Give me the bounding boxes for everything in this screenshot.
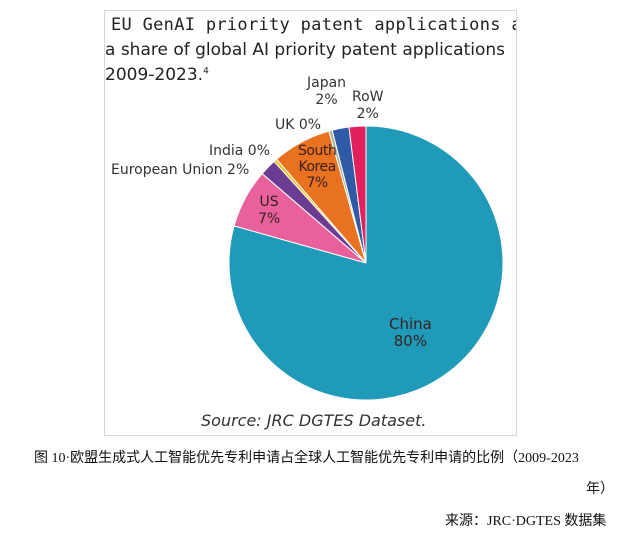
label-us-name: US bbox=[259, 194, 279, 210]
label-japan-name: Japan bbox=[307, 75, 347, 91]
label-us: US 7% bbox=[258, 194, 280, 228]
figure-source: 来源：JRC·DGTES 数据集 bbox=[445, 514, 607, 529]
label-us-value: 7% bbox=[258, 211, 281, 227]
label-sk-line1: South bbox=[298, 143, 337, 159]
label-row: RoW 2% bbox=[352, 89, 384, 123]
title-footnote: 4 bbox=[203, 66, 209, 77]
label-india: India 0% bbox=[209, 143, 271, 159]
chart-title-line1: EU GenAI priority patent applications as bbox=[111, 15, 517, 35]
chart-title-line3: 2009-2023.4 bbox=[105, 65, 209, 85]
label-sk-value: 7% bbox=[306, 175, 328, 191]
chart-figure: EU GenAI priority patent applications as… bbox=[104, 10, 517, 436]
label-japan-value: 2% bbox=[315, 92, 338, 108]
label-china: China 80% bbox=[389, 316, 432, 350]
label-uk: UK 0% bbox=[275, 117, 322, 133]
chart-title-line2: a share of global AI priority patent app… bbox=[105, 40, 505, 60]
label-japan: Japan 2% bbox=[307, 75, 346, 109]
label-sk-line2: Korea bbox=[298, 159, 336, 175]
pie-chart bbox=[228, 125, 504, 401]
figure-caption: 图 10·欧盟生成式人工智能优先专利申请占全球人工智能优先专利申请的比例（200… bbox=[34, 451, 579, 466]
label-south-korea: South Korea 7% bbox=[298, 143, 337, 191]
label-row-name: RoW bbox=[352, 89, 384, 105]
pie-slice-china bbox=[228, 125, 504, 401]
title-year-range: 2009-2023. bbox=[105, 65, 204, 85]
pie-slice-row bbox=[348, 125, 367, 264]
label-china-name: China bbox=[389, 315, 432, 333]
figure-caption-continued: 年） bbox=[586, 482, 614, 497]
chart-source: Source: JRC DGTES Dataset. bbox=[201, 411, 427, 430]
label-eu: European Union 2% bbox=[111, 162, 250, 178]
label-china-value: 80% bbox=[393, 332, 428, 350]
label-row-value: 2% bbox=[356, 106, 379, 122]
